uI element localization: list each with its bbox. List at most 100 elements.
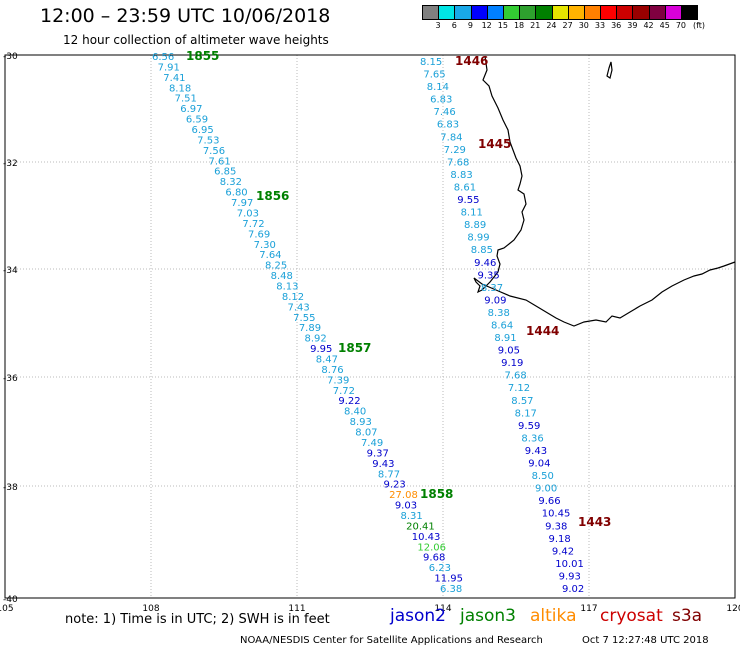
swh-value: 20.41 — [406, 521, 435, 532]
color-scale-label: 33 — [594, 21, 606, 30]
swh-value: 10.01 — [555, 559, 584, 570]
east-track-values: 8.157.658.146.837.466.837.847.297.688.83… — [420, 57, 584, 595]
island-outline — [606, 61, 613, 79]
swh-value: 9.66 — [538, 496, 560, 507]
page-title: 12:00 – 23:59 UTC 10/06/2018 — [40, 5, 331, 27]
longitude-tick-label: 108 — [142, 604, 159, 614]
swh-value: 7.29 — [444, 145, 466, 156]
latitude-tick-label: -30 — [3, 52, 18, 62]
swh-value: 7.12 — [508, 383, 530, 394]
swh-value: 7.89 — [299, 323, 321, 334]
color-scale-label: 39 — [627, 21, 638, 30]
color-scale-label: 15 — [497, 21, 508, 30]
swh-value: 9.93 — [559, 571, 581, 582]
swh-value: 12.06 — [417, 542, 446, 553]
footer-timestamp: Oct 7 12:27:48 UTC 2018 — [582, 635, 709, 646]
swh-value: 7.43 — [288, 302, 310, 313]
swh-value: 8.14 — [427, 82, 449, 93]
swh-value: 7.55 — [293, 313, 315, 324]
color-scale-label: 21 — [530, 21, 541, 30]
swh-value: 8.25 — [265, 261, 287, 272]
swh-value: 8.83 — [450, 170, 472, 181]
swh-value: 8.12 — [282, 292, 304, 303]
latitude-tick-label: -38 — [3, 483, 18, 493]
color-scale-label: 6 — [451, 21, 457, 30]
swh-value: 8.89 — [464, 220, 486, 231]
swh-value: 8.13 — [276, 281, 298, 292]
legend-altika: altika — [530, 606, 577, 626]
swh-value: 8.47 — [316, 355, 338, 366]
swh-value: 8.99 — [467, 233, 489, 244]
legend-cryosat: cryosat — [600, 606, 663, 626]
note-text: note: 1) Time is in UTC; 2) SWH is in fe… — [65, 612, 330, 627]
color-scale-cell — [681, 5, 699, 20]
swh-value: 8.15 — [420, 57, 442, 68]
longitude-tick-label: 120 — [726, 604, 740, 614]
swh-value: 8.36 — [521, 433, 543, 444]
color-scale-label: 9 — [467, 21, 474, 30]
swh-value: 6.38 — [440, 584, 462, 595]
swh-value: 9.46 — [474, 258, 496, 269]
swh-value: 8.93 — [350, 417, 372, 428]
color-scale-label: 42 — [643, 21, 654, 30]
swh-value: 9.42 — [552, 546, 574, 557]
swh-value: 9.22 — [338, 396, 360, 407]
color-scale — [422, 5, 699, 20]
swh-value: 8.17 — [515, 408, 537, 419]
swh-value: 7.69 — [248, 229, 270, 240]
swh-value: 7.56 — [203, 146, 225, 157]
swh-value: 8.32 — [220, 177, 242, 188]
swh-value: 10.43 — [412, 532, 441, 543]
swh-value: 8.50 — [532, 471, 554, 482]
pass-time-label: 1857 — [338, 341, 371, 355]
swh-value: 8.76 — [321, 365, 343, 376]
swh-value: 9.59 — [518, 421, 540, 432]
legend-jason3: jason3 — [460, 606, 516, 626]
color-scale-label: 30 — [578, 21, 589, 30]
swh-value: 9.43 — [372, 459, 394, 470]
latitude-labels: -30 -32 -34 -36 -38 -40 — [3, 52, 18, 605]
swh-value: 9.95 — [310, 344, 332, 355]
color-scale-label: 45 — [659, 21, 670, 30]
swh-value: 7.72 — [333, 386, 355, 397]
color-scale-label: 70 — [675, 21, 686, 30]
australia-coastline — [473, 55, 736, 327]
swh-value: 7.46 — [434, 107, 456, 118]
swh-value: 6.83 — [430, 95, 452, 106]
latitude-tick-label: -32 — [3, 159, 18, 169]
swh-value: 7.72 — [242, 219, 264, 230]
swh-value: 7.84 — [440, 132, 462, 143]
swh-value: 7.30 — [254, 240, 276, 251]
swh-value: 7.53 — [197, 135, 219, 146]
swh-value: 9.04 — [528, 459, 550, 470]
swh-value: 8.40 — [344, 407, 366, 418]
longitude-labels: 105 108 111 114 117 120 — [0, 604, 740, 614]
longitude-tick-label: 111 — [288, 604, 305, 614]
swh-value: 9.03 — [395, 501, 417, 512]
pass-time-label: 1445 — [478, 137, 511, 151]
longitude-tick-label: 114 — [434, 604, 451, 614]
swh-value: 9.35 — [477, 270, 499, 281]
swh-value: 6.80 — [225, 188, 247, 199]
swh-value: 10.45 — [542, 509, 571, 520]
swh-value: 6.97 — [180, 104, 202, 115]
swh-value: 7.49 — [361, 438, 383, 449]
swh-value: 8.31 — [400, 511, 422, 522]
swh-value: 7.97 — [231, 198, 253, 209]
color-scale-label: 12 — [481, 21, 492, 30]
footer-credit: NOAA/NESDIS Center for Satellite Applica… — [240, 635, 543, 646]
swh-value: 27.08 — [389, 490, 418, 501]
longitude-tick-label: 117 — [580, 604, 597, 614]
legend-s3a: s3a — [672, 606, 703, 626]
swh-value: 8.38 — [488, 308, 510, 319]
swh-value: 6.85 — [214, 167, 236, 178]
swh-value: 9.18 — [548, 534, 570, 545]
swh-value: 8.61 — [454, 182, 476, 193]
color-scale-label: 36 — [611, 21, 622, 30]
swh-value: 9.23 — [384, 480, 406, 491]
swh-value: 8.57 — [511, 396, 533, 407]
swh-value: 8.11 — [461, 208, 483, 219]
color-scale-label: 24 — [546, 21, 557, 30]
latitude-tick-label: -34 — [3, 266, 18, 276]
